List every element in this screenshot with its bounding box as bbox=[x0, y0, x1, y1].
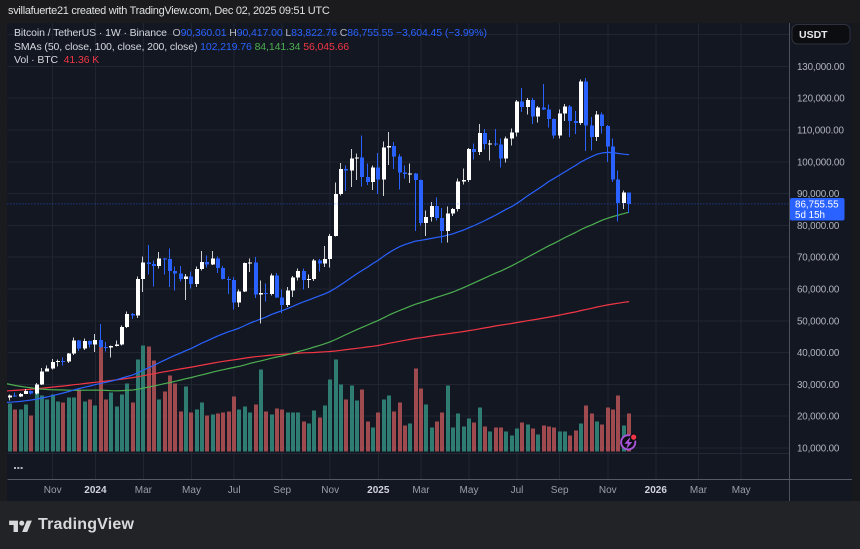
svg-text:Sep: Sep bbox=[551, 485, 569, 496]
svg-text:Jul: Jul bbox=[228, 485, 241, 496]
svg-text:Mar: Mar bbox=[690, 485, 708, 496]
svg-text:130,000.00: 130,000.00 bbox=[797, 62, 845, 73]
svg-text:2026: 2026 bbox=[645, 485, 668, 496]
svg-text:20,000.00: 20,000.00 bbox=[797, 412, 840, 423]
svg-text:2024: 2024 bbox=[84, 485, 107, 496]
svg-text:Sep: Sep bbox=[273, 485, 291, 496]
svg-text:Mar: Mar bbox=[412, 485, 430, 496]
svg-text:100,000.00: 100,000.00 bbox=[797, 157, 845, 168]
svg-text:Mar: Mar bbox=[135, 485, 153, 496]
svg-text:50,000.00: 50,000.00 bbox=[797, 316, 840, 327]
svg-text:30,000.00: 30,000.00 bbox=[797, 380, 840, 391]
svg-text:5d 15h: 5d 15h bbox=[795, 210, 825, 221]
svg-text:USDT: USDT bbox=[799, 29, 828, 41]
svg-text:40,000.00: 40,000.00 bbox=[797, 348, 840, 359]
svg-text:90,000.00: 90,000.00 bbox=[797, 189, 840, 200]
svg-text:Nov: Nov bbox=[599, 485, 617, 496]
svg-text:Nov: Nov bbox=[44, 485, 62, 496]
svg-text:May: May bbox=[460, 485, 479, 496]
svg-text:2025: 2025 bbox=[367, 485, 390, 496]
svg-text:Nov: Nov bbox=[321, 485, 339, 496]
svg-text:70,000.00: 70,000.00 bbox=[797, 253, 840, 264]
svg-text:Jul: Jul bbox=[511, 485, 524, 496]
svg-text:80,000.00: 80,000.00 bbox=[797, 221, 840, 232]
svg-text:60,000.00: 60,000.00 bbox=[797, 285, 840, 296]
svg-text:10,000.00: 10,000.00 bbox=[797, 444, 840, 455]
svg-text:120,000.00: 120,000.00 bbox=[797, 94, 845, 105]
svg-text:110,000.00: 110,000.00 bbox=[797, 126, 845, 137]
svg-text:86,755.55: 86,755.55 bbox=[795, 200, 839, 211]
svg-text:May: May bbox=[732, 485, 751, 496]
svg-text:May: May bbox=[182, 485, 201, 496]
